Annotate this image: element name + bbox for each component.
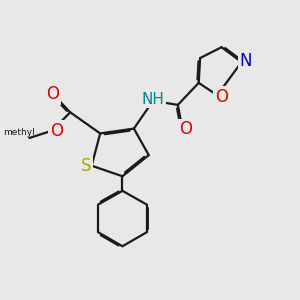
Text: S: S	[81, 157, 92, 175]
Text: NH: NH	[142, 92, 164, 107]
Text: O: O	[215, 88, 228, 106]
Text: O: O	[50, 122, 63, 140]
Text: O: O	[179, 120, 192, 138]
Text: methyl: methyl	[4, 128, 35, 137]
Text: O: O	[46, 85, 60, 103]
Text: N: N	[240, 52, 252, 70]
